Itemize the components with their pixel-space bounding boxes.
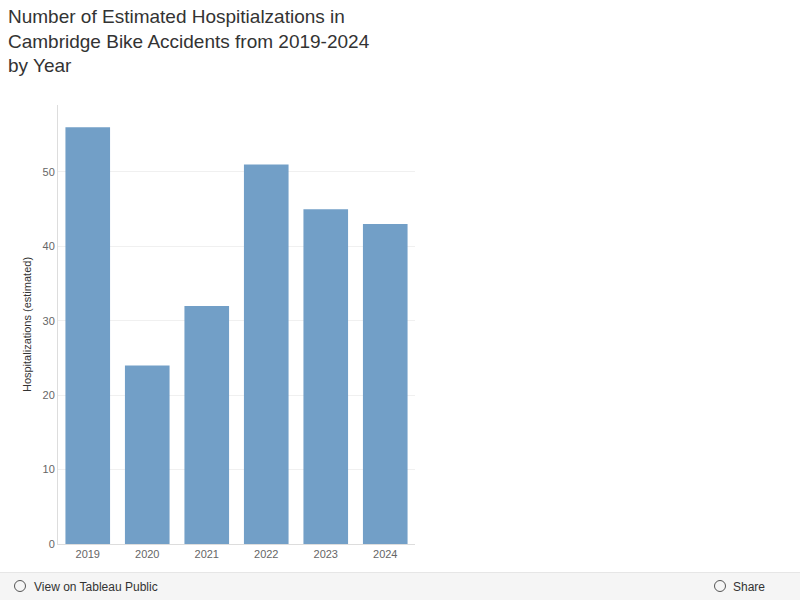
html-text:Share: Share	[733, 580, 765, 594]
svg-text:50: 50	[43, 166, 55, 178]
svg-text:Number of Estimated Hospitialz: Number of Estimated Hospitialzations inC…	[8, 6, 370, 76]
html-text:View on Tableau Public: View on Tableau Public	[34, 580, 158, 594]
svg-text:Hospitalizations (estimated): Hospitalizations (estimated)	[21, 257, 33, 392]
svg-text:2019: 2019	[76, 548, 100, 560]
svg-text:0: 0	[49, 538, 55, 550]
svg-text:20: 20	[43, 389, 55, 401]
svg-text:2022: 2022	[254, 548, 278, 560]
svg-text:2024: 2024	[373, 548, 397, 560]
svg-text:2023: 2023	[314, 548, 338, 560]
svg-text:30: 30	[43, 315, 55, 327]
svg-text:2021: 2021	[195, 548, 219, 560]
svg-text:10: 10	[43, 463, 55, 475]
svg-text:2020: 2020	[135, 548, 159, 560]
svg-text:40: 40	[43, 240, 55, 252]
